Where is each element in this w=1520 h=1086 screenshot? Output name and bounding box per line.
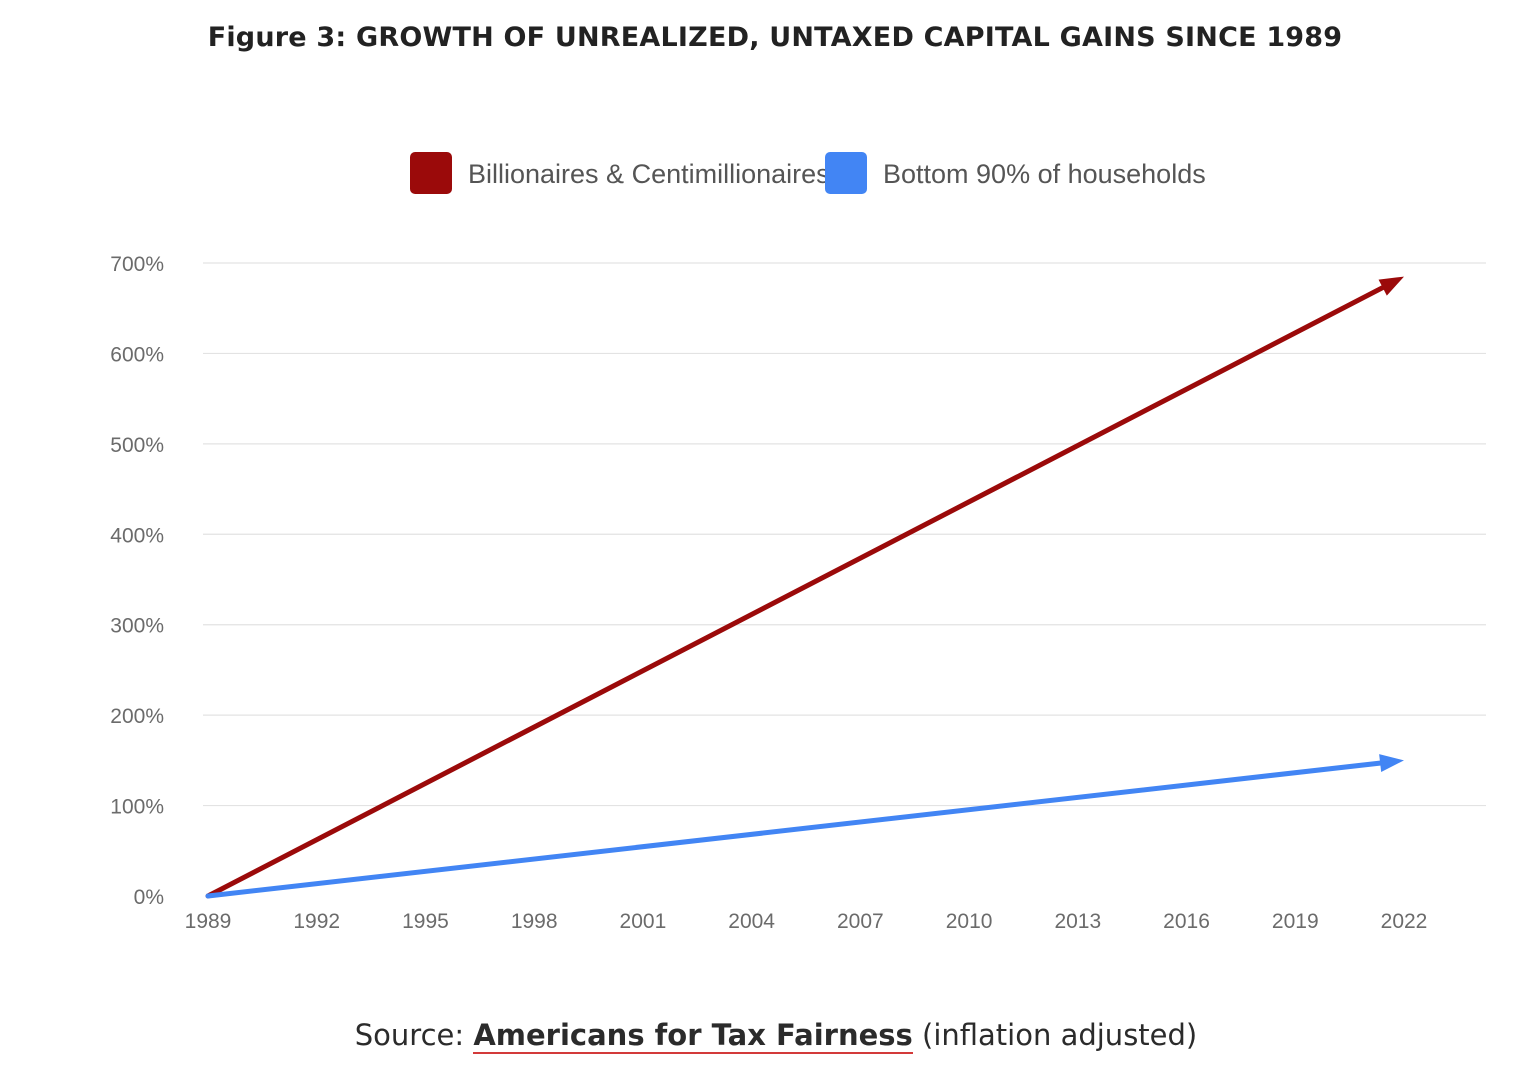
y-tick-label: 600% (110, 343, 164, 366)
chart: Billionaires & Centimillionaires Bottom 9… (110, 152, 1486, 933)
gridlines (203, 262, 1486, 807)
legend-swatch (825, 152, 867, 194)
y-tick-label: 500% (110, 434, 164, 457)
source-note: Source: Americans for Tax Fairness (infl… (0, 1018, 1520, 1054)
x-tick-label: 1989 (185, 910, 232, 933)
series-arrowhead (1378, 276, 1404, 296)
y-tick-label: 300% (110, 615, 164, 638)
x-tick-label: 2001 (620, 910, 667, 933)
x-tick-label: 2004 (728, 910, 775, 933)
x-tick-label: 1998 (511, 910, 558, 933)
x-tick-label: 1995 (402, 910, 449, 933)
y-tick-label: 700% (110, 253, 164, 276)
series-arrowhead (1379, 754, 1404, 773)
x-axis-ticks: 1989 1992 1995 1998 2001 2004 2007 2010 2013 2016… (185, 910, 1428, 933)
x-tick-label: 2007 (837, 910, 884, 933)
x-tick-label: 1992 (293, 910, 340, 933)
legend-label: Billionaires & Centimillionaires (468, 159, 830, 189)
source-link[interactable]: Americans for Tax Fairness (473, 1018, 913, 1054)
x-tick-label: 2019 (1272, 910, 1319, 933)
figure-title: Figure 3: GROWTH OF UNREALIZED, UNTAXED … (207, 22, 1343, 53)
x-tick-label: 2022 (1381, 910, 1428, 933)
y-tick-label: 200% (110, 705, 164, 728)
series-line (205, 760, 1385, 899)
y-tick-label: 400% (110, 524, 164, 547)
x-tick-label: 2010 (946, 910, 993, 933)
y-axis-ticks: 0% 100% 200% 300% 400% 500% 600% 700% (110, 253, 164, 909)
series-line (205, 284, 1387, 899)
source-prefix: Source: (354, 1018, 474, 1052)
legend-label: Bottom 90% of households (883, 159, 1206, 189)
y-tick-label: 0% (134, 886, 164, 909)
source-suffix: (inflation adjusted) (912, 1018, 1198, 1052)
x-tick-label: 2016 (1163, 910, 1210, 933)
x-tick-label: 2013 (1054, 910, 1101, 933)
series-layer (205, 276, 1404, 899)
legend: Billionaires & Centimillionaires Bottom 9… (410, 152, 1206, 194)
legend-swatch (410, 152, 452, 194)
y-tick-label: 100% (110, 796, 164, 819)
